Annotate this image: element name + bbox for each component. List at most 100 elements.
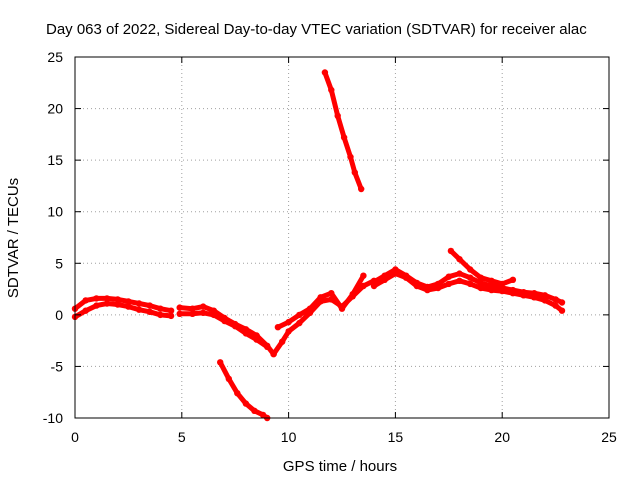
data-point [334,112,341,120]
series-track-main-a [72,295,174,314]
data-point [338,305,346,312]
series-layer [71,69,566,422]
y-tick-label: 5 [55,255,63,271]
data-point [541,292,549,299]
data-point [552,296,559,303]
chart-title: Day 063 of 2022, Sidereal Day-to-day VTE… [46,21,587,38]
data-point [520,289,527,296]
data-point [306,305,314,312]
data-point [541,297,549,304]
data-point [167,312,175,320]
axis-ticks: 0 5 10 15 20 25 -10 -5 0 5 10 15 20 25 [43,49,617,445]
data-point [424,283,431,291]
series-track-main-b [72,301,174,320]
data-point [157,305,164,312]
data-point [402,272,410,279]
y-tick-label: 0 [55,307,63,323]
y-tick-label: 20 [47,101,63,117]
data-point [135,306,143,313]
data-point [93,295,100,302]
data-point [488,277,495,284]
x-tick-label: 5 [178,429,186,445]
data-point [509,286,517,294]
data-point [321,69,329,76]
series-track-lower [217,359,270,421]
plot-frame [74,56,610,419]
data-point [467,280,474,288]
series-track-mid-b [177,310,270,350]
data-point [270,350,277,358]
data-point [558,299,566,306]
data-point [499,280,506,288]
data-point [279,338,286,345]
data-point [242,330,250,337]
data-point [251,407,258,414]
data-point [93,302,100,309]
data-point [82,307,89,314]
data-point [467,266,474,273]
data-point [413,279,420,287]
data-point [349,291,356,298]
data-point [360,282,367,290]
data-point [317,294,324,301]
data-point [477,279,484,287]
data-point [253,336,260,343]
data-point [456,270,463,277]
data-point [242,400,250,407]
data-point [200,309,207,316]
data-point [351,169,358,176]
data-point [340,134,348,141]
data-point [157,311,164,319]
data-point [392,266,399,273]
x-tick-label: 0 [71,429,79,445]
x-tick-label: 10 [281,429,297,445]
data-point [274,324,282,331]
data-point [509,276,517,283]
data-point [176,310,183,317]
data-point [285,328,292,335]
data-point [558,307,566,314]
x-tick-label: 20 [494,429,510,445]
data-point [488,282,495,290]
data-point [217,359,224,366]
data-point [445,280,452,288]
data-point [210,311,217,319]
data-point [285,318,292,326]
data-point [552,302,559,309]
data-point [456,256,463,263]
data-point [103,300,111,307]
data-point [200,303,207,310]
data-point [225,375,232,382]
y-tick-label: -5 [51,358,64,374]
data-point [296,319,303,327]
y-axis-label: SDTVAR / TECUs [5,178,22,298]
data-point [234,390,241,397]
x-tick-label: 25 [601,429,617,445]
data-point [167,307,175,314]
data-point [135,300,143,307]
data-point [328,290,335,297]
y-tick-label: 15 [47,152,63,168]
data-point [531,290,538,297]
x-tick-label: 15 [388,429,404,445]
data-point [189,310,196,317]
y-tick-label: 25 [47,49,63,65]
data-point [477,274,484,281]
grid-lines [75,57,609,418]
data-point [467,274,474,281]
data-point [447,247,455,255]
data-point [434,280,442,288]
data-point [370,278,378,286]
data-point [114,301,121,308]
data-point [347,153,354,161]
data-point [103,295,111,302]
x-axis-label: GPS time / hours [283,458,397,475]
data-point [296,311,303,319]
data-point [82,297,89,304]
data-point [125,298,132,305]
data-point [146,302,153,309]
data-point [114,296,121,303]
data-point [176,304,183,311]
data-point [221,317,228,325]
